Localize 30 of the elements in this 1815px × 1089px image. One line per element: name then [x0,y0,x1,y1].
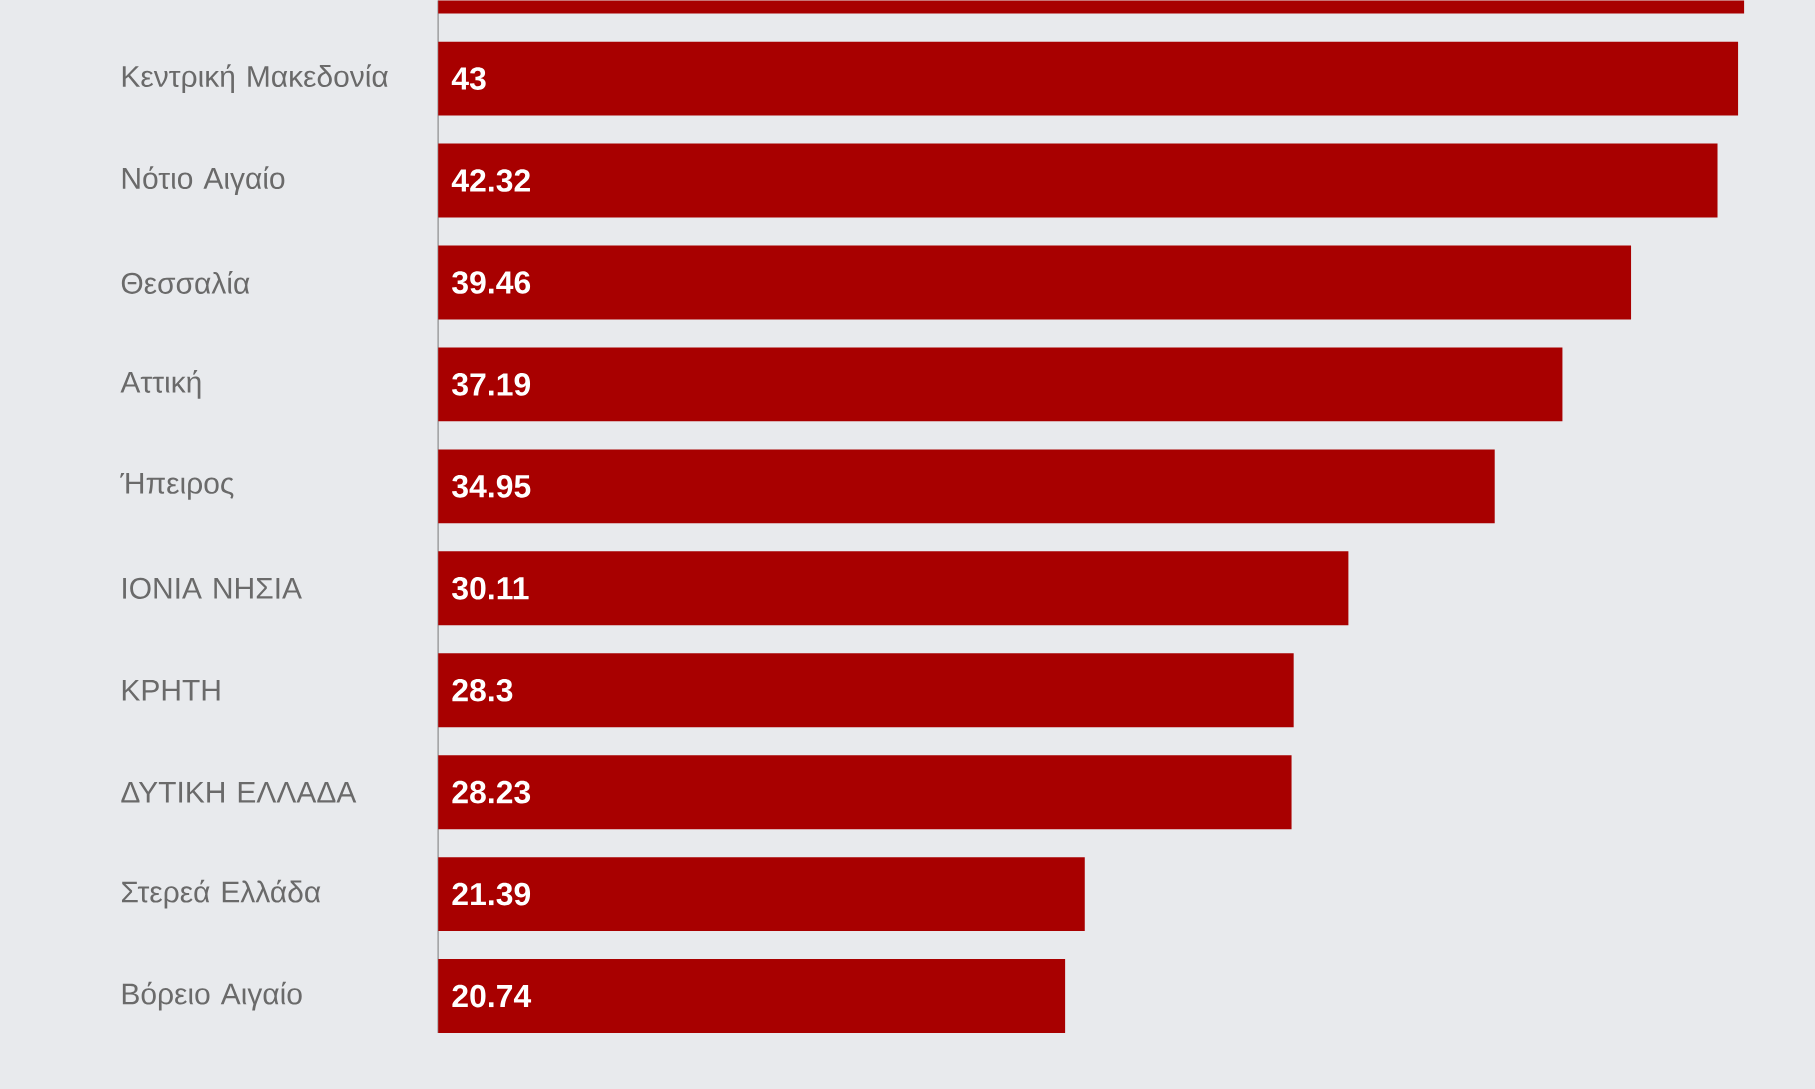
data-label: 39.46 [452,271,531,294]
data-label: 28.23 [452,780,531,804]
bar [438,857,1085,932]
bar [438,755,1292,830]
y-tick-label: ΙΟΝΙΑ ΝΗΣΙΑ [123,577,302,599]
bar [438,653,1294,728]
data-label: 37.19 [452,373,531,396]
data-label: 20.74 [452,984,532,1008]
data-label: 42.32 [451,169,530,192]
y-tick-label: Στερεά Ελλάδα [121,879,321,909]
data-label: 30.11 [452,577,529,600]
y-tick-label: Θεσσαλία [121,271,250,294]
y-tick-label: Κεντρική Μακεδονία [122,64,388,94]
bar [438,449,1495,524]
y-tick-label: ΚΡΗΤΗ [122,679,220,701]
bar [438,143,1718,218]
bar [438,347,1563,422]
bar [438,551,1349,626]
bar [438,959,1066,1034]
data-label: 21.39 [452,882,531,906]
y-tick-label: Νότιο Αιγαίο [122,166,285,195]
data-label: 34.95 [452,475,531,498]
y-tick-label: Ήπειρος [120,472,234,500]
y-tick-label: Αττική [120,370,201,399]
y-tick-label: Βόρειο Αιγαίο [122,981,302,1011]
y-tick-label: ΔΥΤΙΚΗ ΕΛΛΑΔΑ [121,781,357,803]
data-label: 28.3 [452,678,513,702]
data-label: 43 [451,67,486,90]
bar [438,245,1632,320]
bar [438,41,1739,116]
